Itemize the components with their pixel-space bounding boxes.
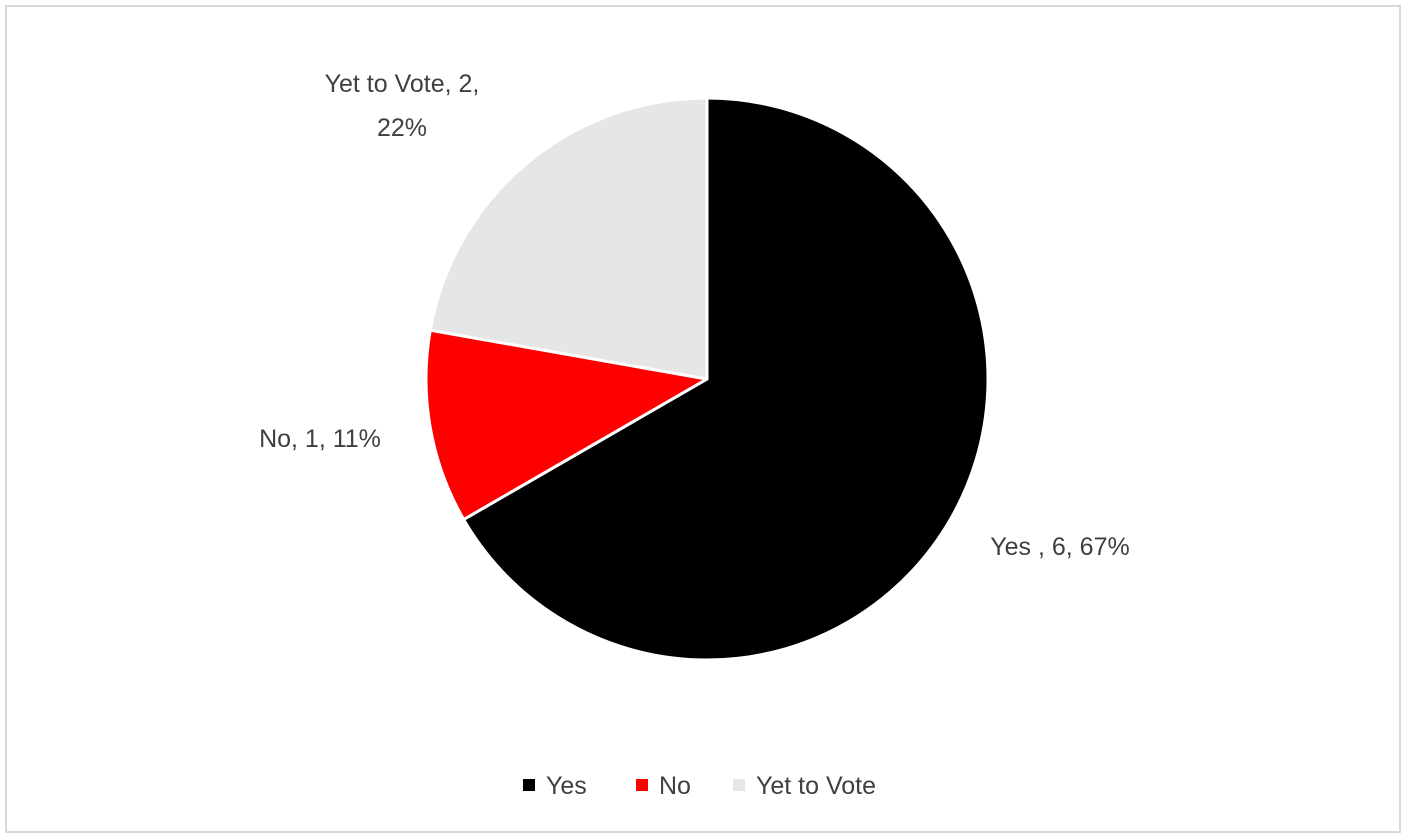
legend-label-yes: Yes xyxy=(546,772,587,800)
legend: Yes No Yet to Vote xyxy=(523,772,876,800)
legend-label-yet-to-vote: Yet to Vote xyxy=(756,772,876,800)
legend-swatch-yes xyxy=(523,779,535,791)
legend-label-no: No xyxy=(659,772,691,800)
legend-swatch-no xyxy=(636,779,648,791)
legend-swatch-yet-to-vote xyxy=(733,779,745,791)
data-label-yet-to-vote-pct: 22% xyxy=(377,114,427,142)
pie-slice-no xyxy=(424,328,709,521)
pie-slice-yes xyxy=(462,96,990,662)
pie-slices xyxy=(424,96,990,662)
data-label-yet-to-vote: Yet to Vote, 2, xyxy=(325,70,480,98)
data-label-no: No, 1, 11% xyxy=(259,425,381,453)
data-label-yes: Yes , 6, 67% xyxy=(990,533,1129,561)
pie-slice-yet-to-vote xyxy=(428,96,709,381)
